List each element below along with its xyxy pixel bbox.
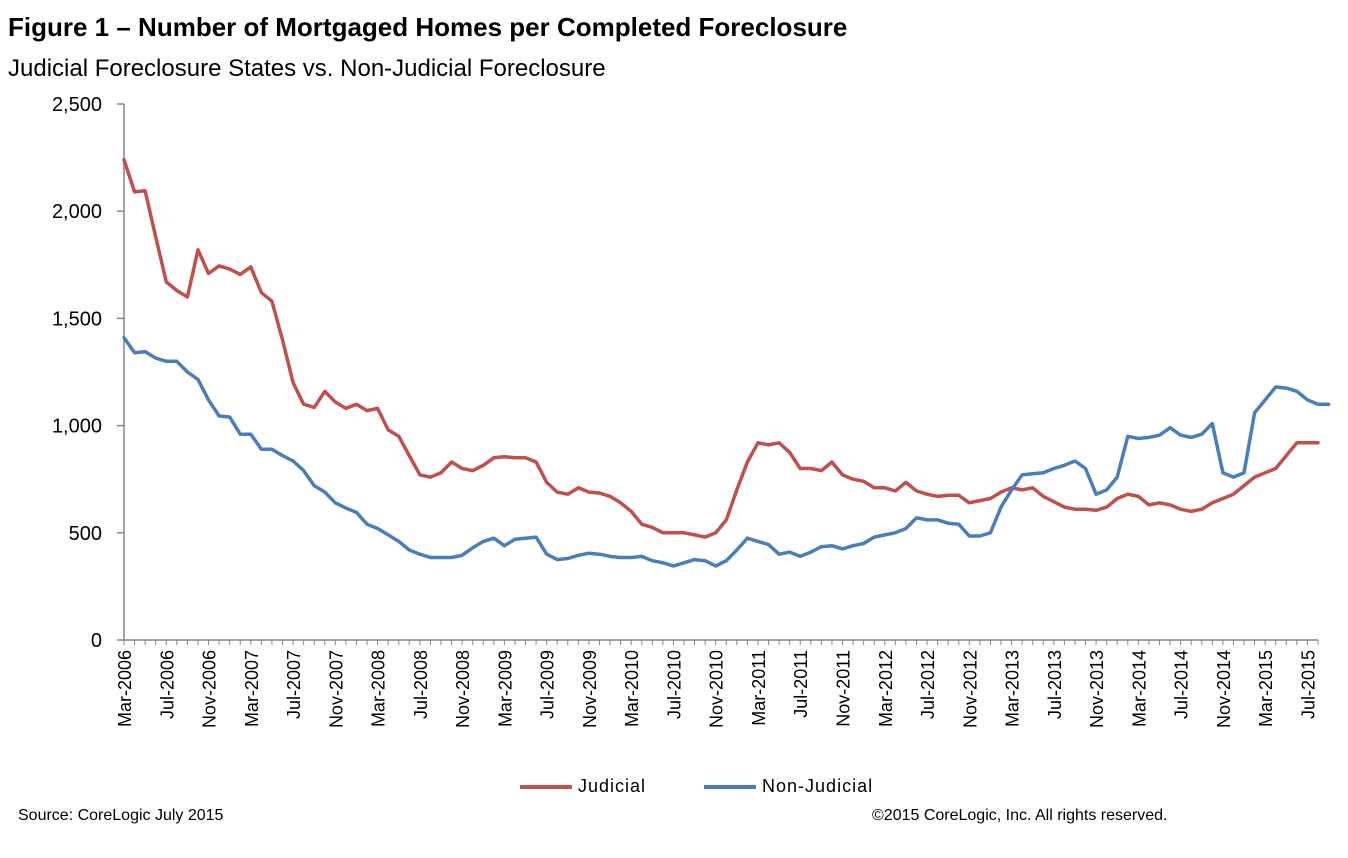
- x-tick-label: Mar-2006: [115, 650, 135, 727]
- x-tick-label: Nov-2012: [960, 650, 980, 728]
- legend-label-nonjudicial: Non-Judicial: [762, 776, 874, 796]
- copyright-note: ©2015 CoreLogic, Inc. All rights reserve…: [872, 807, 1168, 824]
- legend-item-judicial: Judicial: [520, 776, 646, 797]
- x-tick-label: Mar-2009: [495, 650, 515, 727]
- x-tick-label: Mar-2008: [369, 650, 389, 727]
- x-tick-label: Jul-2013: [1045, 650, 1065, 719]
- x-tick-label: Nov-2008: [453, 650, 473, 728]
- y-tick-label: 500: [69, 523, 102, 545]
- legend-swatch-nonjudicial: [704, 784, 757, 789]
- x-tick-label: Mar-2011: [749, 650, 769, 726]
- legend-item-nonjudicial: Non-Judicial: [704, 776, 873, 797]
- legend: Judicial Non-Judicial: [520, 776, 931, 797]
- y-tick-label: 2,500: [52, 94, 102, 116]
- legend-label-judicial: Judicial: [578, 776, 647, 796]
- y-tick-label: 1,500: [52, 308, 102, 330]
- x-tick-label: Mar-2015: [1256, 650, 1276, 727]
- x-tick-label: Nov-2009: [580, 650, 600, 728]
- line-chart: 0 500 1,000 1,500 2,000 2,500 Mar-2006 Jul-200…: [52, 94, 1331, 728]
- x-tick-label: Jul-2011: [791, 650, 811, 718]
- x-tick-label: Jul-2006: [157, 650, 177, 719]
- x-tick-label: Mar-2007: [242, 650, 262, 727]
- legend-swatch-judicial: [520, 784, 572, 789]
- x-tick-label: Nov-2013: [1087, 650, 1107, 728]
- x-tick-label: Nov-2007: [326, 650, 346, 728]
- x-tick-label: Jul-2009: [538, 650, 558, 719]
- x-tick-label: Nov-2006: [200, 650, 220, 728]
- x-tick-label: Nov-2014: [1214, 650, 1234, 728]
- x-tick-label: Jul-2008: [411, 650, 431, 719]
- chart-title: Figure 1 – Number of Mortgaged Homes per…: [8, 12, 848, 42]
- x-tick-label: Mar-2014: [1129, 650, 1149, 727]
- x-tick-label: Jul-2015: [1298, 650, 1318, 719]
- y-tick-label: 1,000: [52, 416, 102, 438]
- series-line-judicial: [122, 157, 1320, 539]
- x-tick-label: Jul-2010: [664, 650, 684, 719]
- y-tick-label: 2,000: [52, 201, 102, 223]
- x-tick-label: Mar-2010: [622, 650, 642, 727]
- series-layer: [122, 157, 1331, 568]
- series-line-nonjudicial: [122, 335, 1331, 568]
- x-tick-label: Nov-2010: [707, 650, 727, 728]
- x-tick-label: Jul-2007: [284, 650, 304, 719]
- x-tick-label: Nov-2011: [834, 650, 854, 727]
- x-axis: Mar-2006 Jul-2006 Nov-2006 Mar-2007 Jul-2007…: [115, 639, 1319, 728]
- y-axis: 0 500 1,000 1,500 2,000 2,500: [52, 94, 125, 652]
- source-note: Source: CoreLogic July 2015: [18, 807, 224, 824]
- y-tick-label: 0: [91, 630, 102, 652]
- chart-subtitle: Judicial Foreclosure States vs. Non-Judi…: [8, 55, 606, 82]
- x-tick-label: Mar-2013: [1003, 650, 1023, 727]
- x-tick-label: Mar-2012: [876, 650, 896, 727]
- x-tick-label: Jul-2014: [1172, 650, 1192, 719]
- x-tick-label: Jul-2012: [918, 650, 938, 719]
